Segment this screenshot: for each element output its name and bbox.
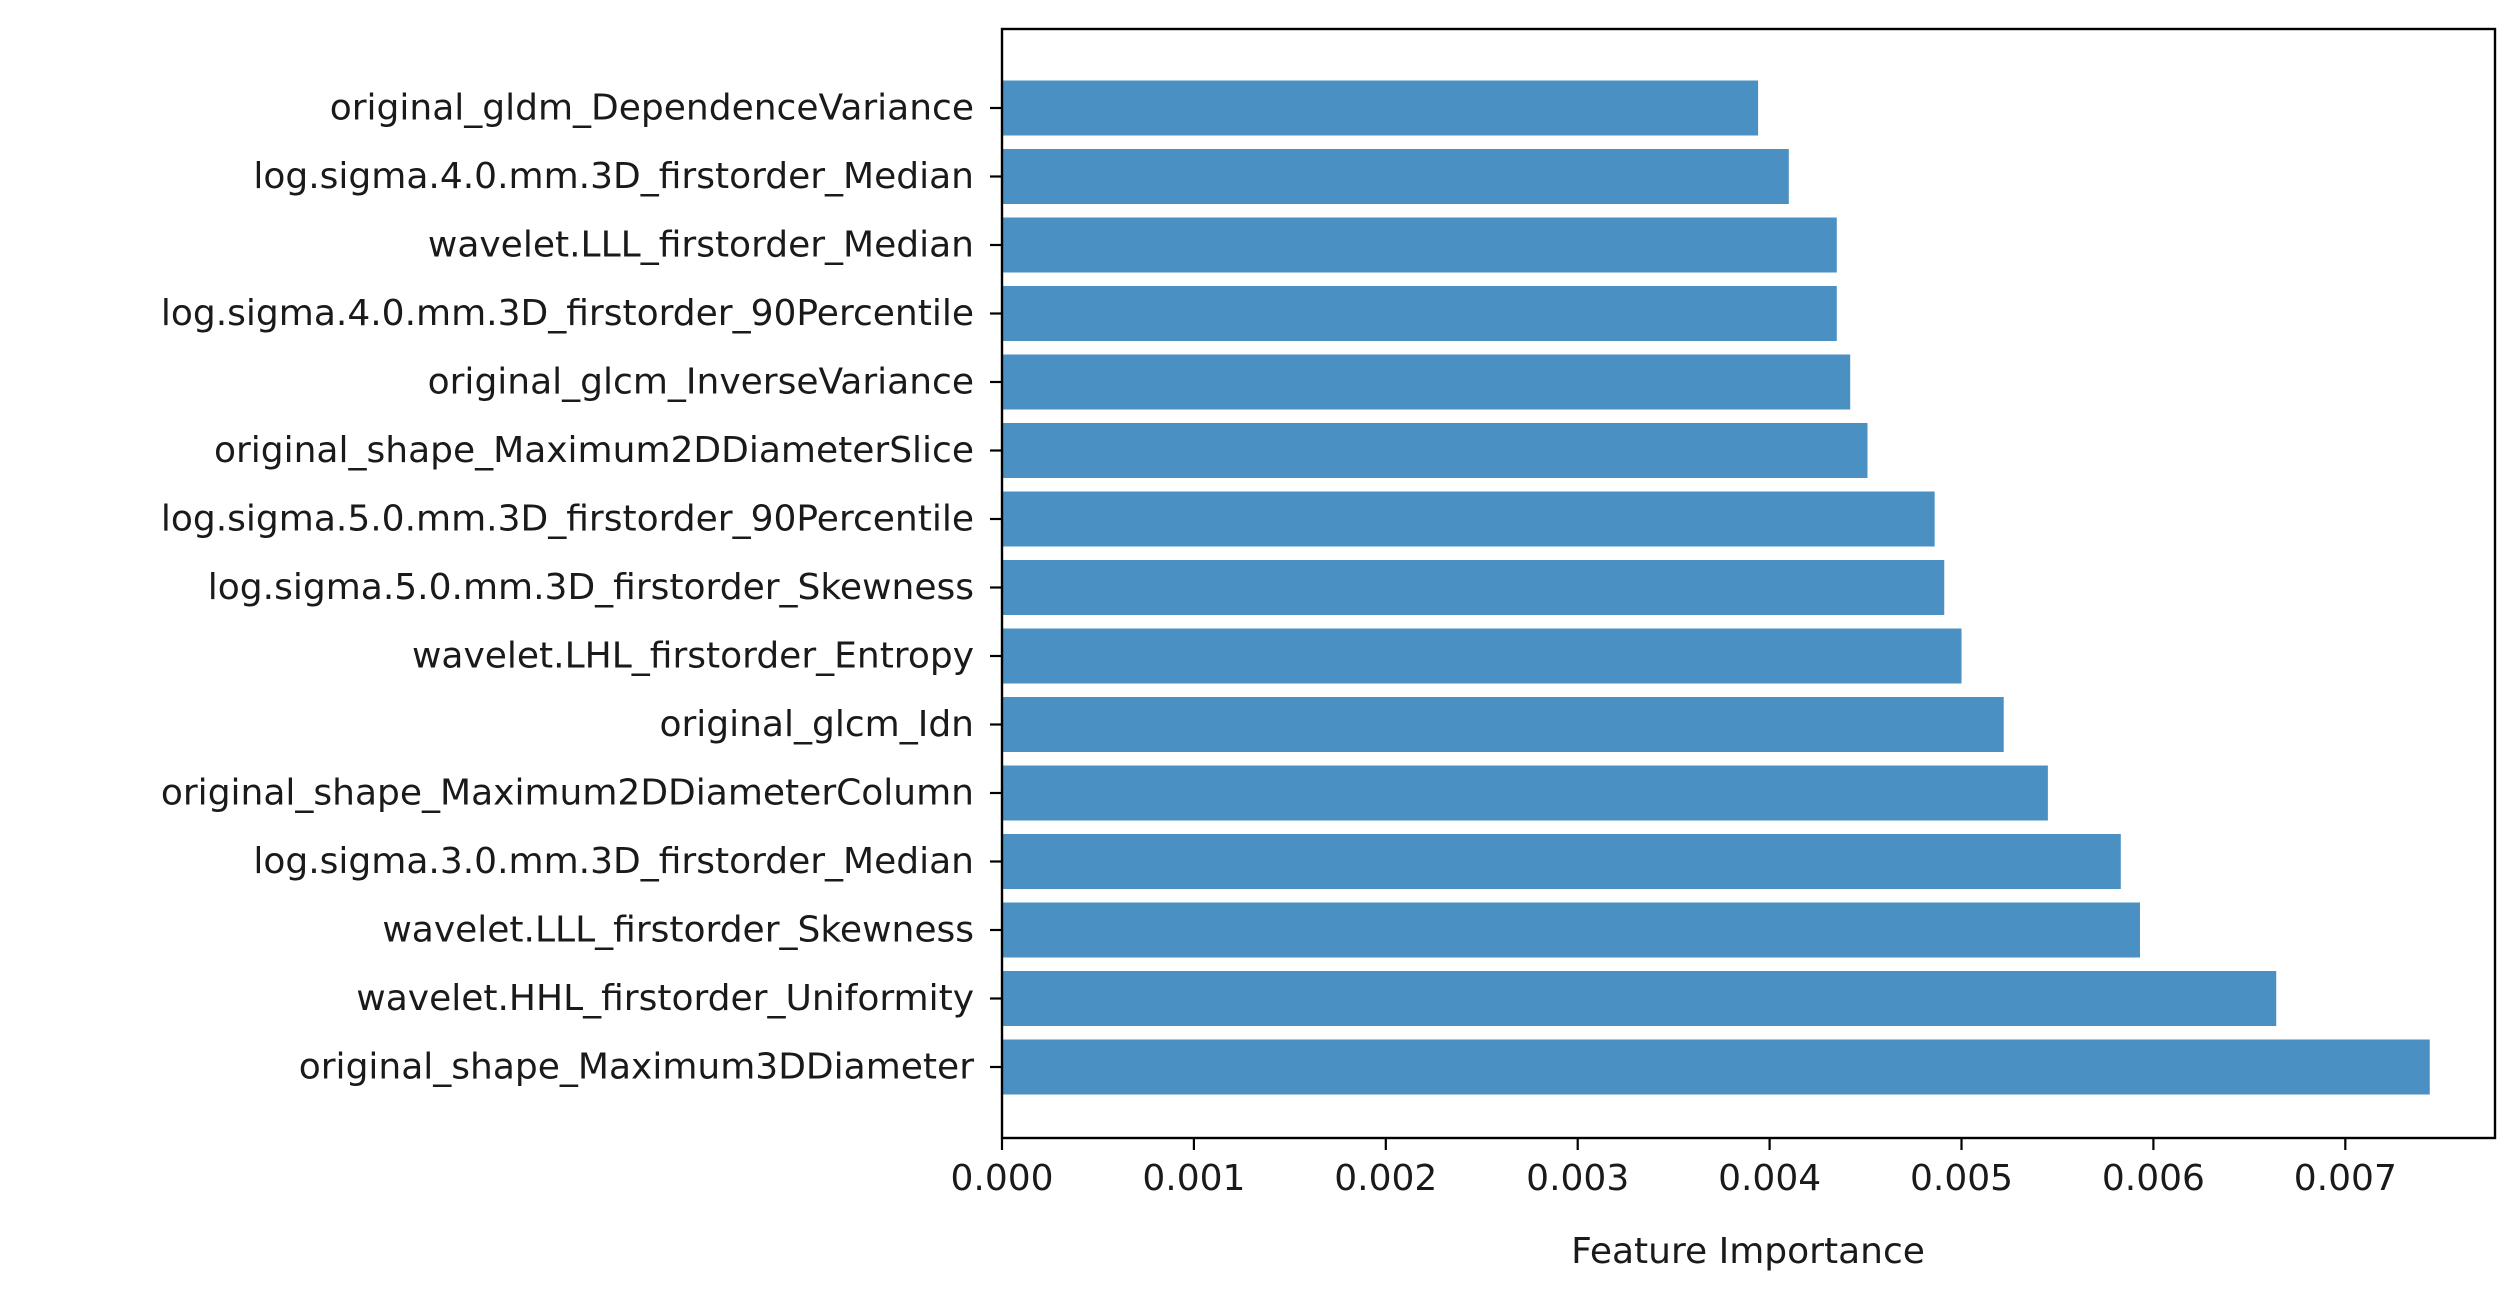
bar [1002,765,2048,821]
y-tick-label: log.sigma.4.0.mm.3D_firstorder_Median [253,156,974,197]
x-tick-label: 0.005 [1910,1158,2013,1199]
x-tick-label: 0.001 [1142,1158,1245,1199]
x-tick-label: 0.004 [1718,1158,1821,1199]
y-tick-label: original_glcm_Idn [659,704,974,745]
bar [1002,697,2004,752]
y-tick-label: original_glcm_InverseVariance [428,362,974,403]
y-tick-label: wavelet.HHL_firstorder_Uniformity [356,978,974,1019]
bar [1002,628,1962,684]
y-tick-label: log.sigma.5.0.mm.3D_firstorder_90Percent… [161,499,974,540]
y-tick-label: original_shape_Maximum2DDiameterColumn [161,773,974,814]
bar [1002,834,2121,889]
bar [1002,354,1851,410]
y-tick-label: original_shape_Maximum2DDiameterSlice [214,430,974,471]
x-axis-title: Feature Importance [1571,1231,1925,1272]
y-tick-label: log.sigma.3.0.mm.3D_firstorder_Median [253,841,974,882]
y-tick-label: log.sigma.5.0.mm.3D_firstorder_Skewness [208,567,974,608]
y-tick-label: original_shape_Maximum3DDiameter [299,1047,974,1088]
plot-frame [1000,27,2497,1140]
bar [1002,1039,2430,1095]
x-tick-label: 0.000 [950,1158,1053,1199]
y-tick-label: log.sigma.4.0.mm.3D_firstorder_90Percent… [161,293,974,334]
y-tick-label: wavelet.LLL_firstorder_Skewness [382,910,974,951]
bar [1002,902,2140,958]
bar [1002,80,1759,136]
bar [1002,149,1789,204]
x-tick-label: 0.003 [1526,1158,1629,1199]
bar [1002,217,1837,273]
x-tick-label: 0.007 [2294,1158,2397,1199]
y-tick-label: wavelet.LHL_firstorder_Entropy [412,636,974,677]
bar [1002,491,1935,547]
x-tick-label: 0.002 [1334,1158,1437,1199]
y-tick-label: wavelet.LLL_firstorder_Median [428,225,974,266]
y-axis-ticks: original_gldm_DependenceVariance log.sigm… [161,88,1002,1088]
x-axis-ticks: 0.000 0.001 0.002 0.003 0.004 0.005 0.006 0.007 [950,1138,2397,1199]
y-tick-label: original_gldm_DependenceVariance [330,88,974,129]
x-tick-label: 0.006 [2102,1158,2205,1199]
bar [1002,286,1837,341]
bars-group [1002,80,2430,1095]
bar [1002,423,1868,478]
bar [1002,560,1945,615]
bar [1002,971,2277,1026]
